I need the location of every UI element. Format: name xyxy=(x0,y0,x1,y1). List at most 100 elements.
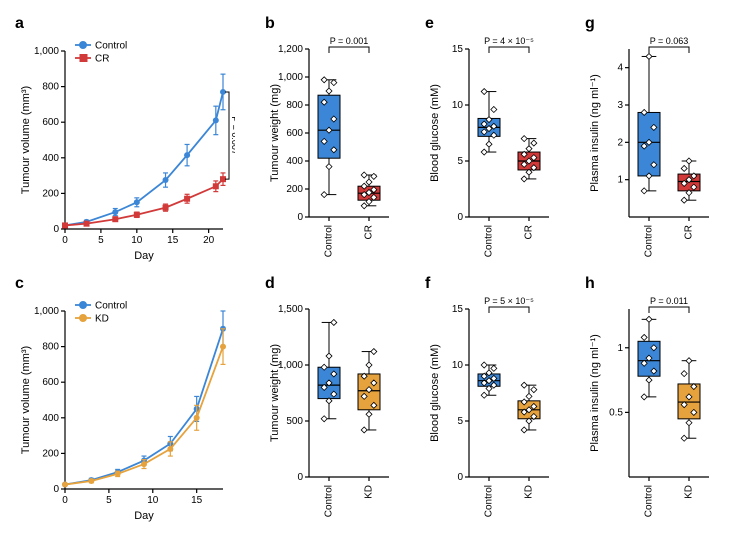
svg-text:Control: Control xyxy=(644,485,655,517)
svg-text:10: 10 xyxy=(147,495,159,506)
svg-text:5: 5 xyxy=(457,156,463,167)
svg-text:P = 5 × 10⁻⁵: P = 5 × 10⁻⁵ xyxy=(484,296,534,306)
svg-text:15: 15 xyxy=(191,495,203,506)
svg-text:Tumour weight (mg): Tumour weight (mg) xyxy=(269,84,281,182)
figure-grid: a0510152002004006008001,000DayTumour vol… xyxy=(15,15,733,525)
svg-text:Day: Day xyxy=(134,510,154,522)
svg-text:Control: Control xyxy=(324,225,335,257)
svg-text:800: 800 xyxy=(42,342,59,353)
svg-text:15: 15 xyxy=(167,235,179,246)
svg-text:Control: Control xyxy=(644,225,655,257)
panel-b: b02004006008001,0001,200Tumour weight (m… xyxy=(265,15,395,265)
svg-text:0: 0 xyxy=(53,484,59,495)
svg-text:10: 10 xyxy=(131,235,143,246)
svg-text:Control: Control xyxy=(484,225,495,257)
svg-text:800: 800 xyxy=(286,100,303,111)
svg-text:5: 5 xyxy=(98,235,104,246)
panel-label: a xyxy=(15,15,24,33)
svg-text:Blood glucose (mM): Blood glucose (mM) xyxy=(429,84,441,182)
svg-text:1,500: 1,500 xyxy=(278,304,303,315)
svg-text:0: 0 xyxy=(457,472,463,483)
svg-text:P = 0.001: P = 0.001 xyxy=(330,36,369,46)
svg-text:P = 0.063: P = 0.063 xyxy=(650,36,689,46)
svg-text:Control: Control xyxy=(95,41,127,52)
svg-text:0: 0 xyxy=(53,224,59,235)
svg-text:5: 5 xyxy=(457,416,463,427)
svg-text:600: 600 xyxy=(42,117,59,128)
panel-g: g1234Plasma insulin (ng ml⁻¹)ControlCRP … xyxy=(585,15,715,265)
panel-label: h xyxy=(585,275,595,293)
svg-text:P = 0.011: P = 0.011 xyxy=(650,296,688,306)
svg-text:800: 800 xyxy=(42,82,59,93)
svg-text:Blood glucose (mM): Blood glucose (mM) xyxy=(429,344,441,442)
box-plot: 0 5 10 15 Blood glucose (mM) Control CR P = 4 ×… xyxy=(425,25,555,265)
svg-text:Tumour volume (mm³): Tumour volume (mm³) xyxy=(20,86,32,194)
svg-text:1: 1 xyxy=(617,343,623,354)
line-chart: 0 5 10 15 0 200 400 600 800 1,000 Day Tumour volume… xyxy=(15,285,235,525)
box-plot: 0 5 10 15 Blood glucose (mM) Control KD P = 5 ×… xyxy=(425,285,555,525)
svg-text:Day: Day xyxy=(134,250,154,262)
svg-text:1,000: 1,000 xyxy=(278,360,303,371)
svg-text:CR: CR xyxy=(364,225,375,239)
svg-text:P = 4 × 10⁻⁵: P = 4 × 10⁻⁵ xyxy=(484,36,534,46)
svg-text:20: 20 xyxy=(203,235,215,246)
svg-text:3: 3 xyxy=(617,100,623,111)
svg-text:Plasma insulin (ng ml⁻¹): Plasma insulin (ng ml⁻¹) xyxy=(589,74,601,192)
svg-text:KD: KD xyxy=(684,485,695,499)
svg-text:1,200: 1,200 xyxy=(278,44,303,55)
panel-a: a0510152002004006008001,000DayTumour vol… xyxy=(15,15,235,265)
svg-text:Control: Control xyxy=(95,301,127,312)
svg-text:5: 5 xyxy=(106,495,112,506)
svg-text:0: 0 xyxy=(297,472,303,483)
svg-text:0: 0 xyxy=(457,212,463,223)
box-plot: 0.5 1 Plasma insulin (ng ml⁻¹) Control KD P =… xyxy=(585,285,715,525)
svg-text:10: 10 xyxy=(452,100,464,111)
panel-label: g xyxy=(585,15,595,33)
svg-text:200: 200 xyxy=(42,188,59,199)
svg-text:Tumour weight (mg): Tumour weight (mg) xyxy=(269,344,281,442)
svg-text:CR: CR xyxy=(524,225,535,239)
svg-text:P = 0.007: P = 0.007 xyxy=(230,116,235,155)
svg-text:4: 4 xyxy=(617,63,623,74)
svg-text:1,000: 1,000 xyxy=(278,72,303,83)
svg-text:CR: CR xyxy=(95,54,109,65)
svg-text:Plasma insulin (ng ml⁻¹): Plasma insulin (ng ml⁻¹) xyxy=(589,334,601,452)
svg-text:Tumour volume (mm³): Tumour volume (mm³) xyxy=(20,346,32,454)
svg-text:400: 400 xyxy=(42,413,59,424)
svg-text:KD: KD xyxy=(95,314,109,325)
svg-text:1,000: 1,000 xyxy=(34,306,59,317)
line-chart: 0510152002004006008001,000DayTumour volu… xyxy=(15,25,235,265)
panel-d: d 0 500 1,000 1,500 Tumour weight (mg) Control… xyxy=(265,275,395,525)
panel-label: f xyxy=(425,275,430,293)
svg-text:15: 15 xyxy=(452,44,464,55)
svg-text:400: 400 xyxy=(286,156,303,167)
svg-text:15: 15 xyxy=(452,304,464,315)
panel-label: d xyxy=(265,275,275,293)
box-plot: 1234Plasma insulin (ng ml⁻¹)ControlCRP =… xyxy=(585,25,715,265)
svg-text:KD: KD xyxy=(524,485,535,499)
svg-text:1,000: 1,000 xyxy=(34,46,59,57)
panel-e: e 0 5 10 15 Blood glucose (mM) Control CR P = 4 … xyxy=(425,15,555,265)
svg-text:600: 600 xyxy=(42,377,59,388)
box-plot: 0 500 1,000 1,500 Tumour weight (mg) Control K… xyxy=(265,285,395,525)
svg-text:1: 1 xyxy=(617,175,623,186)
panel-label: c xyxy=(15,275,24,293)
svg-text:400: 400 xyxy=(42,153,59,164)
svg-text:200: 200 xyxy=(286,184,303,195)
svg-text:10: 10 xyxy=(452,360,464,371)
svg-text:Control: Control xyxy=(324,485,335,517)
panel-f: f 0 5 10 15 Blood glucose (mM) Control KD P = 5 … xyxy=(425,275,555,525)
box-plot: 0 200 400 600 800 1,000 1,200 Tumour weight (mg… xyxy=(265,25,395,265)
svg-text:600: 600 xyxy=(286,128,303,139)
svg-text:Control: Control xyxy=(484,485,495,517)
svg-text:200: 200 xyxy=(42,448,59,459)
svg-text:500: 500 xyxy=(286,416,303,427)
svg-text:2: 2 xyxy=(617,137,623,148)
svg-text:0.5: 0.5 xyxy=(609,407,623,418)
svg-text:0: 0 xyxy=(62,235,68,246)
panel-c: c 0 5 10 15 0 200 400 600 800 1,000 Day Tumour volum… xyxy=(15,275,235,525)
svg-text:0: 0 xyxy=(297,212,303,223)
panel-label: e xyxy=(425,15,434,33)
svg-text:0: 0 xyxy=(62,495,68,506)
svg-text:KD: KD xyxy=(364,485,375,499)
